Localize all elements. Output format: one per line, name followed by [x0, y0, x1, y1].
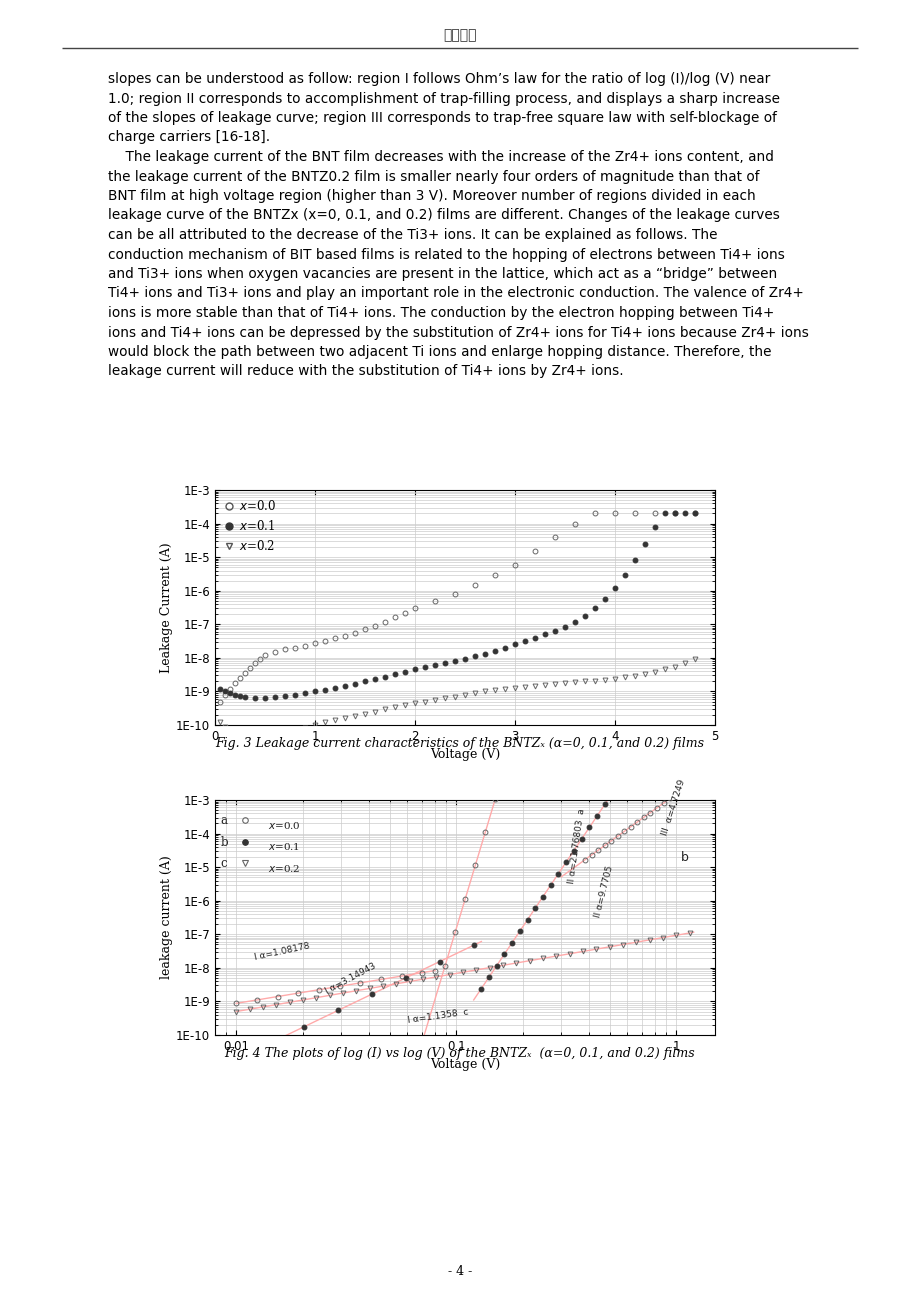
- Text: BNT film at high voltage region (higher than 3 V). Moreover number of regions di: BNT film at high voltage region (higher …: [108, 188, 754, 203]
- Text: I α=1.08178: I α=1.08178: [254, 941, 311, 962]
- Text: $x$=0.0: $x$=0.0: [268, 819, 301, 831]
- Text: The leakage current of the BNT film decreases with the increase of the Zr4+ ions: The leakage current of the BNT film decr…: [108, 150, 773, 164]
- Text: b: b: [221, 836, 228, 849]
- Text: conduction mechanism of BIT based films is related to the hopping of electrons b: conduction mechanism of BIT based films …: [108, 247, 784, 261]
- Text: ions and Ti4+ ions can be depressed by the substitution of Zr4+ ions for Ti4+ io: ions and Ti4+ ions can be depressed by t…: [108, 325, 808, 339]
- Text: Fig. 4 The plots of log (I) vs log (V) of the BNTZₓ  (α=0, 0.1, and 0.2) films: Fig. 4 The plots of log (I) vs log (V) o…: [224, 1046, 695, 1059]
- Text: Fig. 3 Leakage current characteristics of the BNTZₓ (α=0, 0.1, and 0.2) films: Fig. 3 Leakage current characteristics o…: [215, 737, 704, 750]
- Text: a: a: [221, 814, 228, 827]
- Y-axis label: Leakage Current (A): Leakage Current (A): [160, 542, 173, 673]
- Text: charge carriers [16-18].: charge carriers [16-18].: [108, 130, 270, 144]
- X-axis label: Voltage (V): Voltage (V): [429, 1058, 500, 1071]
- Text: b: b: [680, 850, 688, 863]
- Text: the leakage current of the BNTZ0.2 film is smaller nearly four orders of magnitu: the leakage current of the BNTZ0.2 film …: [108, 169, 759, 183]
- Text: II α=9.7705: II α=9.7705: [593, 864, 614, 918]
- Legend: $x$=0.0, $x$=0.1, $x$=0.2: $x$=0.0, $x$=0.1, $x$=0.2: [221, 495, 278, 556]
- Text: of the slopes of leakage curve; region III corresponds to trap-free square law w: of the slopes of leakage curve; region I…: [108, 111, 776, 125]
- Text: $x$=0.2: $x$=0.2: [268, 863, 301, 874]
- Text: III  α=4.7249: III α=4.7249: [660, 779, 686, 837]
- Text: Ti4+ ions and Ti3+ ions and play an important role in the electronic conduction.: Ti4+ ions and Ti3+ ions and play an impo…: [108, 286, 803, 300]
- Text: and Ti3+ ions when oxygen vacancies are present in the lattice, which act as a “: and Ti3+ ions when oxygen vacancies are …: [108, 266, 777, 281]
- Text: leakage curve of the BNTZx (x=0, 0.1, and 0.2) films are different. Changes of t: leakage curve of the BNTZx (x=0, 0.1, an…: [108, 208, 779, 222]
- Text: would block the path between two adjacent Ti ions and enlarge hopping distance. : would block the path between two adjacen…: [108, 344, 771, 359]
- Text: - 4 -: - 4 -: [448, 1265, 471, 1278]
- Text: leakage current will reduce with the substitution of Ti4+ ions by Zr4+ ions.: leakage current will reduce with the sub…: [108, 364, 623, 378]
- Text: slopes can be understood as follow: region I follows Ohm’s law for the ratio of : slopes can be understood as follow: regi…: [108, 72, 769, 86]
- Text: 精品论文: 精品论文: [443, 29, 476, 42]
- Text: I α=1.1358  c: I α=1.1358 c: [407, 1008, 469, 1024]
- Text: 1.0; region II corresponds to accomplishment of trap-filling process, and displa: 1.0; region II corresponds to accomplish…: [108, 91, 779, 105]
- Text: can be all attributed to the decrease of the Ti3+ ions. It can be explained as f: can be all attributed to the decrease of…: [108, 227, 717, 242]
- Text: $x$=0.1: $x$=0.1: [268, 841, 301, 853]
- Text: II α=21.76803  a: II α=21.76803 a: [567, 809, 586, 885]
- Text: c: c: [221, 857, 227, 870]
- X-axis label: Voltage (V): Voltage (V): [429, 749, 500, 762]
- Text: I α=3.14943: I α=3.14943: [323, 961, 377, 996]
- Y-axis label: leakage current (A): leakage current (A): [160, 855, 173, 979]
- Text: ions is more stable than that of Ti4+ ions. The conduction by the electron hoppi: ions is more stable than that of Ti4+ io…: [108, 306, 774, 320]
